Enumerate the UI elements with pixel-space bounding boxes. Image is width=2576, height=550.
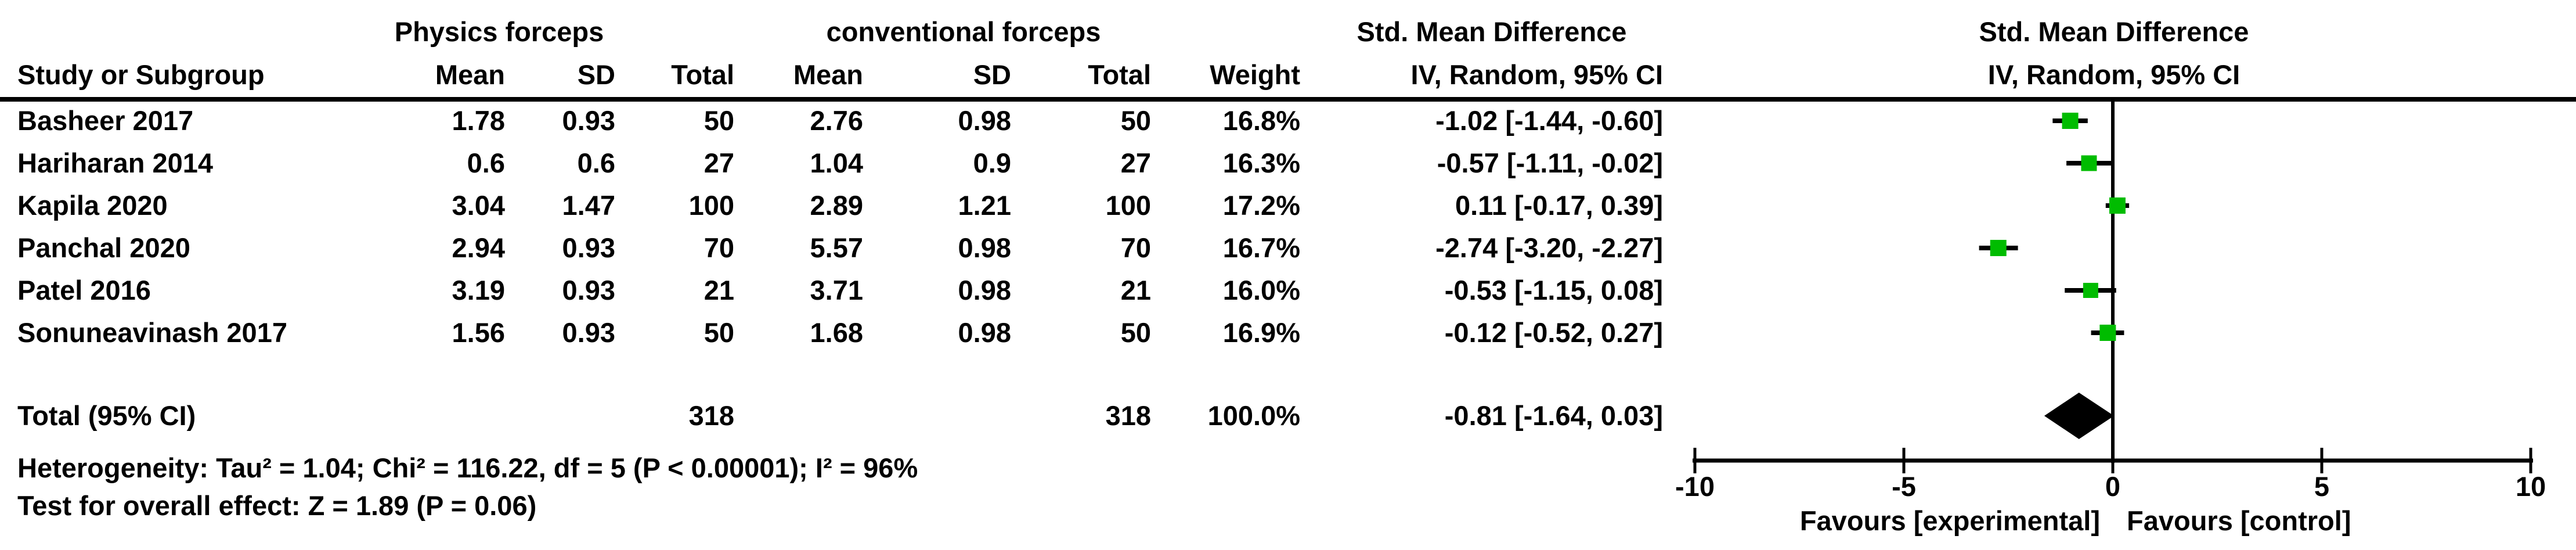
heterogeneity-stats: Heterogeneity: Tau² = 1.04; Chi² = 116.2… [17, 452, 918, 483]
total-control: 21 [1120, 275, 1151, 305]
sd-control: 0.9 [973, 148, 1011, 178]
study-name: Kapila 2020 [17, 190, 168, 221]
weight-value: 16.3% [1222, 148, 1300, 178]
total-label: Total (95% CI) [17, 400, 196, 431]
weight-value: 16.9% [1222, 317, 1300, 348]
table-row: Basheer 2017 1.78 0.93 50 2.76 0.98 50 1… [0, 99, 1701, 142]
col-group-conventional-forceps: conventional forceps [826, 16, 1101, 47]
table-row: Sonuneavinash 2017 1.56 0.93 50 1.68 0.9… [0, 311, 1701, 354]
study-name: Panchal 2020 [17, 232, 190, 263]
mean-experimental: 0.6 [467, 148, 505, 178]
col-header-sd-2: SD [973, 59, 1011, 90]
favours-experimental-label: Favours [experimental] [1799, 505, 2100, 536]
sd-control: 0.98 [958, 232, 1011, 263]
total-experimental: 50 [703, 105, 734, 136]
mean-control: 1.04 [810, 148, 863, 178]
total-control: 27 [1120, 148, 1151, 178]
ci-value: -1.02 [-1.44, -0.60] [1435, 105, 1663, 136]
total-control: 100 [1105, 190, 1151, 221]
mean-experimental: 1.78 [452, 105, 505, 136]
col-group-smd: Std. Mean Difference [1356, 16, 1627, 47]
sd-control: 1.21 [958, 190, 1011, 221]
total-experimental: 27 [703, 148, 734, 178]
effect-square [2081, 155, 2097, 171]
sd-experimental: 0.93 [562, 232, 615, 263]
sd-experimental: 0.6 [577, 148, 615, 178]
total-control: 50 [1120, 317, 1151, 348]
header-divider-line [0, 97, 2576, 102]
effect-square [2109, 197, 2126, 214]
axis-tick-label: -10 [1675, 471, 1715, 502]
effect-square [2062, 113, 2079, 129]
col-header-mean-2: Mean [793, 59, 863, 90]
axis-tick-label: 5 [2314, 471, 2330, 502]
axis-tick-label: 0 [2105, 471, 2121, 502]
total-experimental: 70 [703, 232, 734, 263]
study-name: Sonuneavinash 2017 [17, 317, 287, 348]
sd-experimental: 0.93 [562, 275, 615, 305]
total-control: 70 [1120, 232, 1151, 263]
sd-experimental: 1.47 [562, 190, 615, 221]
weight-value: 17.2% [1222, 190, 1300, 221]
sd-control: 0.98 [958, 317, 1011, 348]
total-ci-value: -0.81 [-1.64, 0.03] [1444, 400, 1663, 431]
plot-subtitle-iv-random-ci: IV, Random, 95% CI [1987, 59, 2241, 90]
total-diamond [2044, 393, 2115, 439]
table-row: Patel 2016 3.19 0.93 21 3.71 0.98 21 16.… [0, 269, 1701, 312]
mean-control: 1.68 [810, 317, 863, 348]
effect-square [2083, 283, 2098, 298]
study-name: Basheer 2017 [17, 105, 194, 136]
sd-experimental: 0.93 [562, 317, 615, 348]
ci-value: -0.12 [-0.52, 0.27] [1444, 317, 1663, 348]
table-row: Kapila 2020 3.04 1.47 100 2.89 1.21 100 … [0, 184, 1701, 227]
overall-effect-test: Test for overall effect: Z = 1.89 (P = 0… [17, 490, 537, 521]
total-experimental: 50 [703, 317, 734, 348]
axis-tick-label: -5 [1892, 471, 1916, 502]
weight-value: 16.0% [1222, 275, 1300, 305]
weight-value: 16.8% [1222, 105, 1300, 136]
favours-control-label: Favours [control] [2127, 505, 2351, 536]
sd-control: 0.98 [958, 275, 1011, 305]
col-header-iv-random-ci: IV, Random, 95% CI [1410, 59, 1663, 90]
col-header-total-1: Total [671, 59, 734, 90]
table-row: Hariharan 2014 0.6 0.6 27 1.04 0.9 27 16… [0, 142, 1701, 185]
mean-control: 3.71 [810, 275, 863, 305]
mean-control: 2.76 [810, 105, 863, 136]
total-experimental: 21 [703, 275, 734, 305]
total-weight: 100.0% [1207, 400, 1300, 431]
total-n-control: 318 [1105, 400, 1151, 431]
sd-experimental: 0.93 [562, 105, 615, 136]
mean-experimental: 3.04 [452, 190, 505, 221]
study-name: Hariharan 2014 [17, 148, 214, 178]
ci-value: -0.53 [-1.15, 0.08] [1444, 275, 1663, 305]
mean-experimental: 2.94 [452, 232, 505, 263]
total-control: 50 [1120, 105, 1151, 136]
weight-value: 16.7% [1222, 232, 1300, 263]
ci-value: -0.57 [-1.11, -0.02] [1437, 148, 1663, 178]
total-n-experimental: 318 [688, 400, 734, 431]
mean-experimental: 3.19 [452, 275, 505, 305]
col-header-mean-1: Mean [435, 59, 505, 90]
col-group-physics-forceps: Physics forceps [394, 16, 604, 47]
sd-control: 0.98 [958, 105, 1011, 136]
ci-value: 0.11 [-0.17, 0.39] [1455, 190, 1663, 221]
mean-control: 2.89 [810, 190, 863, 221]
total-row: Total (95% CI) 318 318 100.0% -0.81 [-1.… [0, 394, 1701, 437]
col-header-weight: Weight [1210, 59, 1300, 90]
study-name: Patel 2016 [17, 275, 151, 305]
effect-square [1990, 240, 2007, 256]
mean-control: 5.57 [810, 232, 863, 263]
effect-square [2099, 325, 2116, 341]
ci-value: -2.74 [-3.20, -2.27] [1435, 232, 1663, 263]
col-header-total-2: Total [1088, 59, 1151, 90]
total-experimental: 100 [688, 190, 734, 221]
col-header-study: Study or Subgroup [17, 59, 265, 90]
table-row: Panchal 2020 2.94 0.93 70 5.57 0.98 70 1… [0, 227, 1701, 269]
axis-tick-label: 10 [2515, 471, 2546, 502]
mean-experimental: 1.56 [452, 317, 505, 348]
col-header-sd-1: SD [577, 59, 615, 90]
plot-title: Std. Mean Difference [1979, 16, 2249, 47]
